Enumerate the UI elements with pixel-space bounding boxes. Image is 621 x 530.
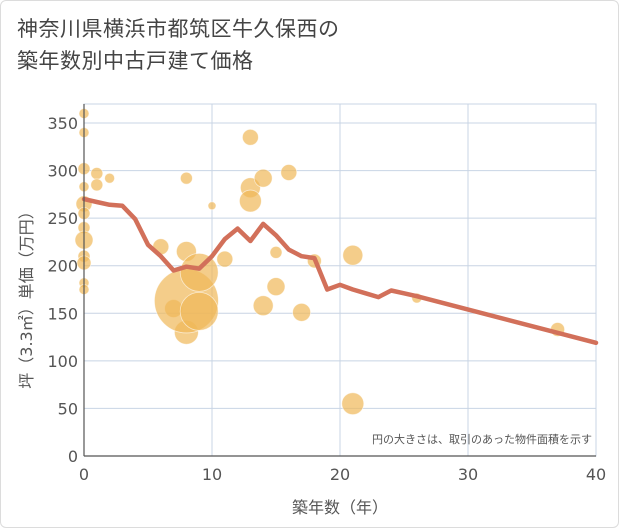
bubble-layer: [74, 108, 565, 416]
x-axis-title: 築年数（年）: [292, 498, 388, 517]
bubble-size-note: 円の大きさは、取引のあった物件面積を示す: [372, 432, 592, 446]
bubble-point: [253, 168, 273, 188]
grid-layer: [83, 103, 597, 457]
bubble-point: [266, 277, 286, 297]
y-tick-label: 0: [68, 447, 78, 466]
x-tick-label: 0: [79, 465, 89, 484]
chart-title-line-1: 神奈川県横浜市都筑区牛久保西の: [17, 17, 340, 41]
y-tick-label: 350: [47, 114, 78, 133]
bubble-point: [179, 252, 219, 292]
axis-layer: 0 50 100 150 200 250 300 350 0 10 20 30 40: [47, 104, 606, 484]
bubble-point: [341, 392, 365, 416]
bubble-point: [342, 244, 364, 266]
chart-title: 神奈川県横浜市都筑区牛久保西の 築年数別中古戸建て価格: [17, 13, 340, 77]
bubble-point: [252, 295, 274, 317]
x-tick-label: 30: [458, 465, 478, 484]
x-tick-label: 20: [330, 465, 350, 484]
y-tick-label: 50: [58, 399, 78, 418]
bubble-point: [90, 178, 104, 192]
y-tick-label: 300: [47, 162, 78, 181]
chart-title-line-2: 築年数別中古戸建て価格: [17, 49, 254, 73]
bubble-point: [104, 172, 115, 184]
bubble-point: [179, 291, 219, 331]
y-axis-title: 坪（3.3㎡）単価（万円）: [17, 203, 36, 388]
bubble-point: [238, 189, 262, 213]
bubble-point: [207, 201, 217, 211]
bubble-point: [216, 250, 234, 268]
bubble-point: [179, 171, 193, 185]
bubble-point: [90, 167, 104, 180]
trend-line-layer: [81, 196, 599, 346]
y-tick-label: 100: [47, 352, 78, 371]
bubble-point: [280, 164, 298, 181]
bubble-point: [241, 128, 259, 146]
trend-line: [81, 196, 599, 346]
bubble-point: [292, 302, 312, 322]
x-tick-label: 10: [202, 465, 222, 484]
x-tick-label: 40: [586, 465, 606, 484]
y-tick-label: 200: [47, 257, 78, 276]
bubble-point: [269, 246, 283, 259]
y-tick-label: 150: [47, 304, 78, 323]
y-tick-label: 250: [47, 209, 78, 228]
